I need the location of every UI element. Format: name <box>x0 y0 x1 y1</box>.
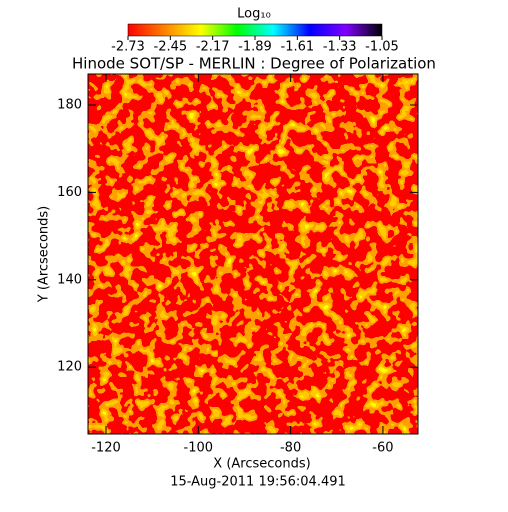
colorbar-tick-label: -1.05 <box>365 40 399 55</box>
colorbar-tick-label: -2.73 <box>111 40 145 55</box>
x-tick-label: -60 <box>372 441 393 456</box>
plot-frame <box>87 73 419 435</box>
x-tick-label: -100 <box>184 441 214 456</box>
x-tick-label: -120 <box>91 441 121 456</box>
footer-date: 15-Aug-2011 19:56:04.491 <box>170 475 346 490</box>
x-tick-label: -80 <box>280 441 301 456</box>
colorbar-tick-label: -1.61 <box>281 40 315 55</box>
colorbar-tick-label: -2.17 <box>196 40 230 55</box>
x-axis-label: X (Arcseconds) <box>213 457 310 472</box>
y-axis-label: Y (Arcseconds) <box>37 206 52 303</box>
colorbar-tick-label: -1.89 <box>238 40 272 55</box>
y-tick-label: 120 <box>57 360 82 375</box>
colorbar-tick-label: -1.33 <box>323 40 357 55</box>
heatmap-image <box>88 74 418 434</box>
chart-title: Hinode SOT/SP - MERLIN : Degree of Polar… <box>72 55 436 73</box>
y-tick-label: 160 <box>57 185 82 200</box>
colorbar-label: Log₁₀ <box>237 7 271 22</box>
y-tick-label: 180 <box>57 98 82 113</box>
y-tick-label: 140 <box>57 272 82 287</box>
colorbar <box>127 23 383 37</box>
colorbar-tick-label: -2.45 <box>154 40 188 55</box>
